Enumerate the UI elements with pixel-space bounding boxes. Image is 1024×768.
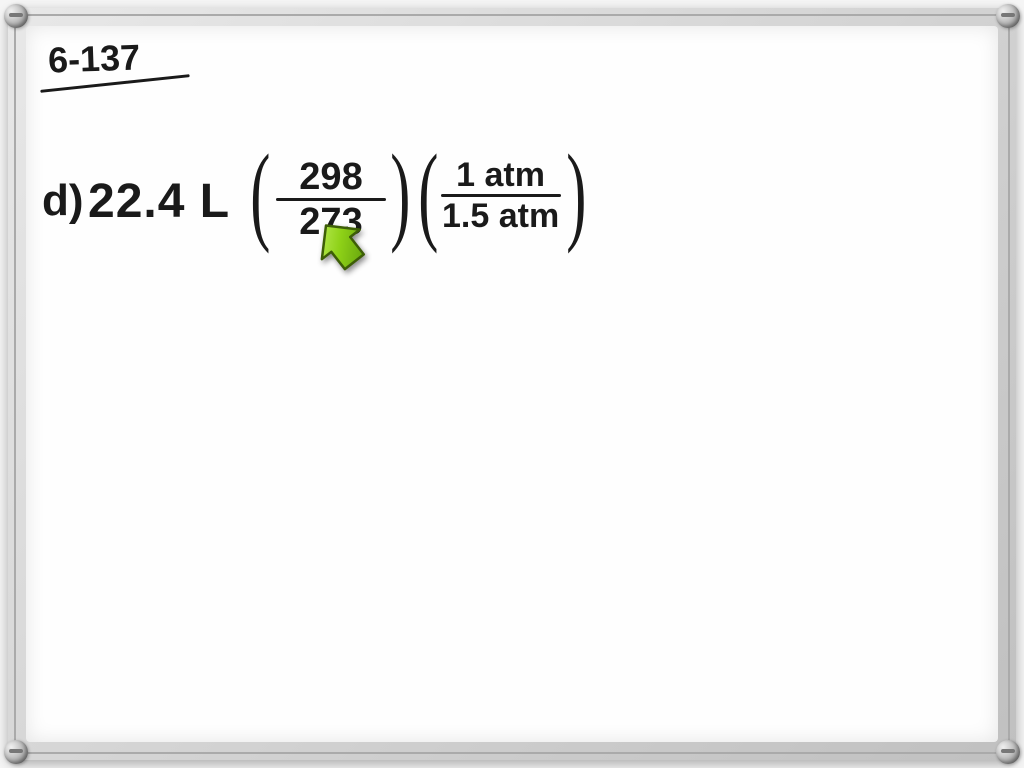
equation-coefficient: 22.4 L — [88, 174, 230, 229]
paren-2-right: ) — [566, 138, 586, 248]
fraction-1-numerator: 298 — [293, 156, 368, 198]
fraction-2: 1 atm 1.5 atm — [436, 156, 565, 235]
paren-1-right: ) — [390, 138, 410, 248]
fraction-2-numerator: 1 atm — [450, 156, 551, 194]
whiteboard-surface[interactable]: 6-137 d) 22.4 L ( 298 273 ) ( 1 atm 1.5 … — [26, 26, 998, 742]
fraction-1-denominator: 273 — [293, 201, 368, 243]
frame-clip-top-right — [996, 4, 1020, 28]
fraction-2-denominator: 1.5 atm — [436, 197, 565, 235]
problem-number: 6-137 — [47, 36, 140, 81]
frame-clip-bottom-right — [996, 740, 1020, 764]
frame-clip-bottom-left — [4, 740, 28, 764]
fraction-1: 298 273 — [276, 156, 386, 243]
paren-1-left: ( — [250, 138, 270, 248]
frame-clip-top-left — [4, 4, 28, 28]
part-label: d) — [42, 176, 84, 226]
whiteboard-frame: 6-137 d) 22.4 L ( 298 273 ) ( 1 atm 1.5 … — [8, 8, 1016, 760]
